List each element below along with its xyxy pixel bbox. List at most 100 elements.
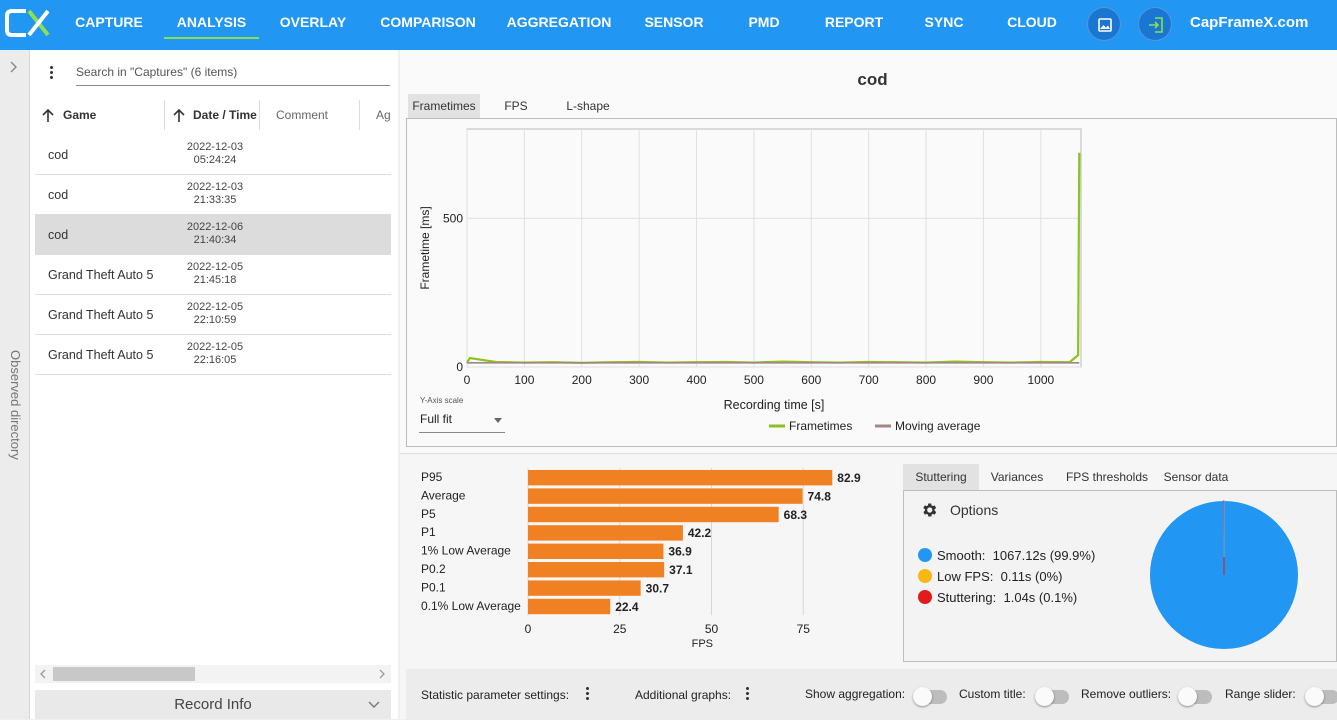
column-ag[interactable]: Ag	[376, 100, 391, 130]
nav-comparison[interactable]: COMPARISON	[373, 0, 483, 50]
capture-game: cod	[48, 228, 68, 242]
record-info-label: Record Info	[174, 696, 252, 713]
observed-directory-strip[interactable]: Observed directory	[0, 50, 30, 719]
bar-category-label: P1	[421, 525, 436, 539]
custom-title-label: Custom title:	[959, 687, 1026, 701]
sort-up-icon[interactable]	[42, 109, 54, 123]
capframex-logo[interactable]	[4, 6, 52, 40]
stuttering-panel: Options Smooth: 1067.12s (99.9%) Low FPS…	[903, 490, 1337, 662]
column-game[interactable]: Game	[63, 100, 96, 130]
bar-value-label: 37.1	[669, 563, 693, 577]
capture-game: cod	[48, 148, 68, 162]
captures-search-input[interactable]: Search in "Captures" (6 items)	[76, 62, 390, 86]
tab-fps[interactable]: FPS	[496, 94, 536, 118]
column-separator	[359, 100, 360, 130]
bar-category-label: P0.2	[421, 562, 446, 576]
x-tick-label: 25	[613, 622, 627, 636]
show-aggregation-toggle[interactable]	[915, 690, 947, 704]
bar-category-label: P5	[421, 507, 436, 521]
nav-analysis[interactable]: ANALYSIS	[164, 0, 259, 50]
chevron-right-icon[interactable]	[8, 61, 20, 73]
legend-low-fps-value: 0.11s (0%)	[1001, 569, 1063, 584]
yaxis-scale-select[interactable]: Full fit	[419, 409, 505, 433]
options-label[interactable]: Options	[950, 502, 998, 518]
capture-time: 21:40:34	[175, 234, 255, 247]
legend-stuttering-value: 1.04s (0.1%)	[1004, 590, 1078, 605]
captures-menu-icon[interactable]	[50, 66, 54, 81]
login-icon	[1139, 8, 1173, 42]
capture-game: Grand Theft Auto 5	[48, 308, 153, 322]
scrollbar-thumb[interactable]	[53, 667, 195, 681]
tab-sensor-data[interactable]: Sensor data	[1159, 464, 1233, 490]
additional-graphs-menu-icon[interactable]	[746, 687, 750, 702]
capture-date: 2022-12-05	[175, 341, 255, 354]
range-slider-label: Range slider:	[1225, 687, 1296, 701]
column-separator	[259, 100, 260, 130]
bar-value-label: 82.9	[837, 471, 861, 485]
tab-fps-thresholds[interactable]: FPS thresholds	[1059, 464, 1155, 490]
sort-up-icon[interactable]	[173, 109, 185, 123]
scroll-left-icon[interactable]	[38, 669, 48, 679]
nav-sync[interactable]: SYNC	[916, 0, 972, 50]
screenshot-button[interactable]	[1087, 7, 1121, 41]
custom-title-toggle[interactable]	[1037, 690, 1069, 704]
fps-bar	[528, 599, 610, 614]
capture-time: 22:16:05	[175, 354, 255, 367]
x-axis-label: Recording time [s]	[724, 398, 825, 412]
tab-variances[interactable]: Variances	[985, 464, 1049, 490]
show-aggregation-label: Show aggregation:	[805, 687, 905, 701]
x-tick-label: 75	[797, 622, 811, 636]
x-tick-label: 0	[525, 622, 532, 636]
tab-frametimes[interactable]: Frametimes	[408, 94, 480, 118]
bar-value-label: 36.9	[668, 545, 692, 559]
nav-sensor[interactable]: SENSOR	[636, 0, 712, 50]
legend-stuttering: Stuttering: 1.04s (0.1%)	[918, 590, 1077, 605]
capframex-site-link[interactable]: CapFrameX.com	[1190, 0, 1308, 46]
login-button[interactable]	[1138, 7, 1172, 41]
x-axis-label: FPS	[692, 638, 713, 650]
stuttering-pie-chart	[1144, 497, 1304, 657]
nav-cloud[interactable]: CLOUD	[998, 0, 1066, 50]
x-tick-label: 100	[514, 373, 534, 387]
capture-date: 2022-12-03	[175, 181, 255, 194]
fps-bar	[528, 470, 832, 485]
record-info-expander[interactable]: Record Info	[35, 690, 391, 719]
capture-time: 21:45:18	[175, 274, 255, 287]
tab-lshape[interactable]: L-shape	[558, 94, 618, 118]
fps-bar	[528, 544, 663, 559]
range-slider-toggle[interactable]	[1307, 690, 1337, 704]
capture-date: 2022-12-03	[175, 141, 255, 154]
legend-low-fps: Low FPS: 0.11s (0%)	[918, 569, 1063, 584]
fps-bar	[528, 580, 641, 595]
tab-stuttering[interactable]: Stuttering	[903, 464, 979, 490]
column-comment[interactable]: Comment	[276, 100, 328, 130]
x-tick-label: 300	[629, 373, 649, 387]
column-datetime[interactable]: Date / Time	[193, 100, 257, 130]
nav-pmd[interactable]: PMD	[736, 0, 792, 50]
nav-overlay[interactable]: OVERLAY	[273, 0, 353, 50]
gear-icon[interactable]	[920, 501, 938, 519]
statistic-parameter-menu-icon[interactable]	[586, 687, 590, 702]
remove-outliers-label: Remove outliers:	[1081, 687, 1171, 701]
dropdown-arrow-icon	[494, 418, 502, 423]
remove-outliers-toggle[interactable]	[1180, 690, 1212, 704]
capture-game: cod	[48, 188, 68, 202]
scroll-right-icon[interactable]	[377, 669, 387, 679]
nav-aggregation[interactable]: AGGREGATION	[500, 0, 618, 50]
nav-capture[interactable]: CAPTURE	[64, 0, 154, 50]
fps-bar	[528, 507, 779, 522]
x-tick-label: 700	[859, 373, 879, 387]
horizontal-scrollbar[interactable]	[35, 665, 391, 683]
nav-report[interactable]: REPORT	[816, 0, 892, 50]
